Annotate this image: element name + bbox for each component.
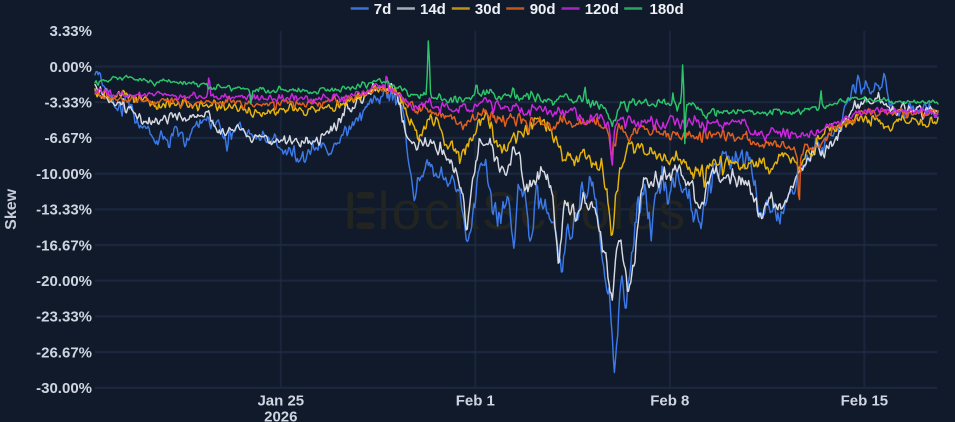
- svg-text:120d: 120d: [585, 1, 619, 18]
- svg-text:Feb 8: Feb 8: [650, 393, 689, 410]
- svg-text:Feb 1: Feb 1: [456, 393, 495, 410]
- svg-text:2026: 2026: [264, 409, 297, 422]
- svg-text:180d: 180d: [650, 1, 684, 18]
- svg-text:-26.67%: -26.67%: [36, 344, 92, 361]
- svg-text:30d: 30d: [475, 1, 501, 18]
- svg-text:-10.00%: -10.00%: [36, 166, 92, 183]
- svg-text:Jan 25: Jan 25: [257, 393, 304, 410]
- svg-text:3.33%: 3.33%: [49, 23, 92, 40]
- svg-text:Skew: Skew: [3, 188, 20, 229]
- svg-text:-3.33%: -3.33%: [44, 95, 92, 112]
- svg-text:Feb 15: Feb 15: [841, 393, 889, 410]
- svg-text:90d: 90d: [530, 1, 556, 18]
- svg-text:0.00%: 0.00%: [49, 59, 92, 76]
- svg-text:14d: 14d: [420, 1, 446, 18]
- svg-text:-30.00%: -30.00%: [36, 380, 92, 397]
- svg-text:-6.67%: -6.67%: [44, 130, 92, 147]
- svg-text:7d: 7d: [374, 1, 392, 18]
- svg-text:-23.33%: -23.33%: [36, 309, 92, 326]
- svg-text:-20.00%: -20.00%: [36, 273, 92, 290]
- svg-text:-16.67%: -16.67%: [36, 237, 92, 254]
- svg-text:-13.33%: -13.33%: [36, 202, 92, 219]
